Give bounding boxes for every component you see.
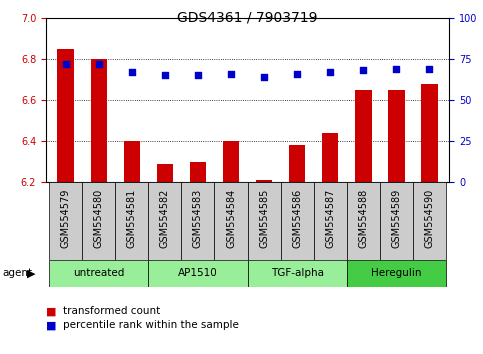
Point bbox=[293, 71, 301, 76]
Text: Heregulin: Heregulin bbox=[371, 268, 422, 279]
Text: untreated: untreated bbox=[73, 268, 125, 279]
Text: GSM554581: GSM554581 bbox=[127, 189, 137, 248]
Point bbox=[260, 74, 268, 80]
Bar bbox=[182, 182, 214, 260]
Text: GSM554585: GSM554585 bbox=[259, 189, 269, 248]
Bar bbox=[347, 260, 446, 287]
Bar bbox=[380, 182, 413, 260]
Text: ■: ■ bbox=[46, 320, 57, 330]
Point bbox=[392, 66, 400, 72]
Bar bbox=[57, 48, 74, 182]
Bar bbox=[248, 260, 347, 287]
Text: GSM554580: GSM554580 bbox=[94, 189, 104, 248]
Point bbox=[62, 61, 70, 67]
Bar bbox=[347, 182, 380, 260]
Text: TGF-alpha: TGF-alpha bbox=[270, 268, 324, 279]
Bar bbox=[49, 182, 82, 260]
Bar bbox=[124, 141, 140, 182]
Point bbox=[359, 68, 367, 73]
Bar bbox=[148, 182, 182, 260]
Text: GSM554589: GSM554589 bbox=[391, 189, 401, 248]
Bar bbox=[355, 90, 371, 182]
Point bbox=[426, 66, 433, 72]
Bar bbox=[289, 145, 305, 182]
Bar bbox=[190, 162, 206, 182]
Bar bbox=[413, 182, 446, 260]
Text: GSM554582: GSM554582 bbox=[160, 189, 170, 248]
Point bbox=[227, 71, 235, 76]
Text: ■: ■ bbox=[46, 306, 57, 316]
Bar bbox=[148, 260, 248, 287]
Text: GSM554587: GSM554587 bbox=[325, 189, 335, 248]
Text: transformed count: transformed count bbox=[63, 306, 160, 316]
Text: GSM554586: GSM554586 bbox=[292, 189, 302, 248]
Bar bbox=[388, 90, 405, 182]
Point bbox=[194, 73, 202, 78]
Bar bbox=[223, 141, 239, 182]
Bar bbox=[281, 182, 313, 260]
Text: percentile rank within the sample: percentile rank within the sample bbox=[63, 320, 239, 330]
Bar bbox=[313, 182, 347, 260]
Text: GSM554584: GSM554584 bbox=[226, 189, 236, 248]
Point bbox=[161, 73, 169, 78]
Bar bbox=[214, 182, 248, 260]
Bar bbox=[115, 182, 148, 260]
Point bbox=[128, 69, 136, 75]
Bar bbox=[421, 84, 438, 182]
Bar bbox=[322, 133, 339, 182]
Point bbox=[95, 61, 103, 67]
Bar bbox=[248, 182, 281, 260]
Bar bbox=[256, 180, 272, 182]
Text: ▶: ▶ bbox=[27, 268, 35, 279]
Bar bbox=[156, 164, 173, 182]
Text: GSM554579: GSM554579 bbox=[61, 189, 71, 248]
Point bbox=[327, 69, 334, 75]
Text: agent: agent bbox=[2, 268, 32, 279]
Text: GDS4361 / 7903719: GDS4361 / 7903719 bbox=[177, 11, 318, 25]
Text: GSM554588: GSM554588 bbox=[358, 189, 368, 248]
Text: GSM554583: GSM554583 bbox=[193, 189, 203, 248]
Text: GSM554590: GSM554590 bbox=[425, 189, 434, 248]
Bar bbox=[90, 59, 107, 182]
Bar bbox=[49, 260, 148, 287]
Text: AP1510: AP1510 bbox=[178, 268, 218, 279]
Bar bbox=[82, 182, 115, 260]
